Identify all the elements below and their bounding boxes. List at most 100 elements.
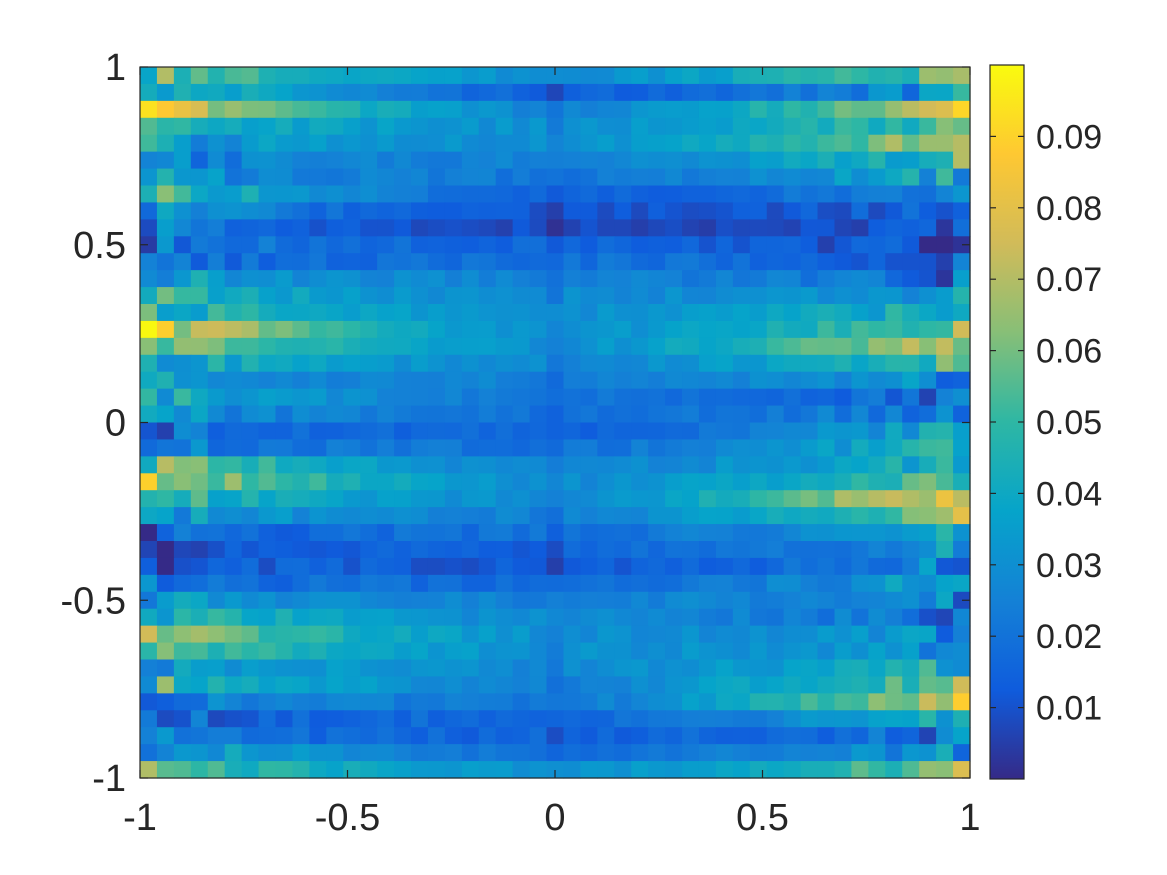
heatmap-cell xyxy=(614,270,632,288)
heatmap-cell xyxy=(326,507,344,525)
heatmap-cell xyxy=(936,67,954,85)
heatmap-cell xyxy=(140,574,158,593)
heatmap-cell xyxy=(529,83,548,102)
heatmap-cell xyxy=(478,202,497,220)
heatmap-cell xyxy=(427,371,446,390)
heatmap-cell xyxy=(241,304,260,322)
heatmap-cell xyxy=(173,439,192,457)
heatmap-cell xyxy=(275,524,294,542)
heatmap-cell xyxy=(377,270,395,288)
heatmap-cell xyxy=(817,287,836,305)
heatmap-cell xyxy=(749,270,768,288)
heatmap-cell xyxy=(292,473,310,491)
heatmap-cell xyxy=(614,185,632,204)
heatmap-cell xyxy=(885,710,903,728)
heatmap-cell xyxy=(394,727,412,745)
heatmap-cell xyxy=(224,388,243,407)
heatmap-cell xyxy=(309,676,327,694)
heatmap-cell xyxy=(343,320,361,339)
heatmap-cell xyxy=(682,304,700,322)
heatmap-cell xyxy=(597,574,615,593)
heatmap-cell xyxy=(495,253,514,271)
heatmap-cell xyxy=(394,574,412,593)
heatmap-cell xyxy=(614,67,632,85)
heatmap-cell xyxy=(275,287,294,305)
heatmap-cell xyxy=(461,507,480,525)
heatmap-cell xyxy=(902,744,920,762)
heatmap-cell xyxy=(834,422,853,441)
heatmap-cell xyxy=(495,202,514,220)
heatmap-cell xyxy=(648,405,666,424)
heatmap-cell xyxy=(580,524,598,542)
heatmap-cell xyxy=(495,422,514,441)
heatmap-cell xyxy=(817,676,836,694)
heatmap-cell xyxy=(919,405,937,424)
heatmap-cell xyxy=(190,337,209,356)
heatmap-cell xyxy=(478,456,497,474)
heatmap-cell xyxy=(546,473,565,491)
heatmap-cell xyxy=(444,388,463,407)
heatmap-cell xyxy=(868,320,886,339)
heatmap-cell xyxy=(224,320,243,339)
heatmap-cell xyxy=(377,439,395,457)
heatmap-cell xyxy=(190,219,209,237)
heatmap-cell xyxy=(936,134,954,153)
heatmap-cell xyxy=(140,337,158,356)
heatmap-cell xyxy=(936,320,954,339)
heatmap-cell xyxy=(851,557,869,576)
heatmap-cell xyxy=(495,405,514,424)
heatmap-cell xyxy=(834,693,853,711)
heatmap-cell xyxy=(851,507,869,525)
heatmap-cell xyxy=(275,557,294,576)
heatmap-cell xyxy=(173,761,192,779)
heatmap-cell xyxy=(783,117,802,136)
heatmap-cell xyxy=(783,100,802,119)
heatmap-cell xyxy=(156,354,175,373)
heatmap-cell xyxy=(258,168,277,187)
heatmap-cell xyxy=(461,761,480,779)
heatmap-cell xyxy=(766,83,785,102)
heatmap-cell xyxy=(140,134,158,153)
heatmap-cell xyxy=(631,405,649,424)
heatmap-cell xyxy=(953,354,971,373)
heatmap-cell xyxy=(546,507,565,525)
heatmap-cell xyxy=(919,541,937,559)
heatmap-cell xyxy=(648,507,666,525)
heatmap-cell xyxy=(868,405,886,424)
heatmap-cell xyxy=(377,541,395,559)
heatmap-cell xyxy=(800,456,819,474)
heatmap-cell xyxy=(715,405,734,424)
heatmap-cell xyxy=(732,473,751,491)
heatmap-cell xyxy=(140,422,158,441)
heatmap-cell xyxy=(919,320,937,339)
heatmap-cell xyxy=(580,439,598,457)
heatmap-cell xyxy=(851,422,869,441)
heatmap-cell xyxy=(343,117,361,136)
heatmap-cell xyxy=(902,490,920,508)
heatmap-cell xyxy=(478,388,497,407)
heatmap-cell xyxy=(478,354,497,373)
heatmap-cell xyxy=(817,100,836,119)
heatmap-cell xyxy=(732,727,751,745)
heatmap-cell xyxy=(326,642,344,661)
heatmap-cell xyxy=(851,456,869,474)
heatmap-cell xyxy=(800,117,819,136)
heatmap-cell xyxy=(427,354,446,373)
heatmap-cell xyxy=(817,727,836,745)
heatmap-cell xyxy=(698,473,717,491)
heatmap-cell xyxy=(292,591,310,610)
heatmap-cell xyxy=(360,693,378,711)
heatmap-cell xyxy=(953,693,971,711)
heatmap-cell xyxy=(715,117,734,136)
heatmap-cell xyxy=(868,574,886,593)
heatmap-cell xyxy=(394,270,412,288)
heatmap-cell xyxy=(800,473,819,491)
heatmap-cell xyxy=(190,557,209,576)
heatmap-cell xyxy=(326,405,344,424)
heatmap-cell xyxy=(140,744,158,762)
heatmap-cell xyxy=(817,456,836,474)
heatmap-cell xyxy=(614,168,632,187)
heatmap-cell xyxy=(936,473,954,491)
heatmap-cell xyxy=(563,439,582,457)
heatmap-cell xyxy=(902,354,920,373)
